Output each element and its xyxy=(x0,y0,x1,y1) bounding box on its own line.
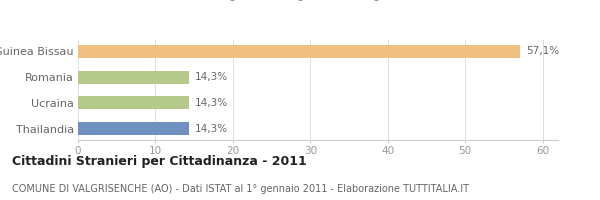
Text: COMUNE DI VALGRISENCHE (AO) - Dati ISTAT al 1° gennaio 2011 - Elaborazione TUTTI: COMUNE DI VALGRISENCHE (AO) - Dati ISTAT… xyxy=(12,184,469,194)
Text: Cittadini Stranieri per Cittadinanza - 2011: Cittadini Stranieri per Cittadinanza - 2… xyxy=(12,155,307,168)
Bar xyxy=(78,96,189,109)
Bar xyxy=(78,71,189,84)
Text: 14,3%: 14,3% xyxy=(195,72,228,82)
Bar xyxy=(78,45,520,58)
Bar xyxy=(78,122,189,135)
Text: 14,3%: 14,3% xyxy=(195,124,228,134)
Text: 57,1%: 57,1% xyxy=(526,46,559,56)
Legend: Africa, Europa, Asia: Africa, Europa, Asia xyxy=(217,0,419,4)
Text: 14,3%: 14,3% xyxy=(195,98,228,108)
